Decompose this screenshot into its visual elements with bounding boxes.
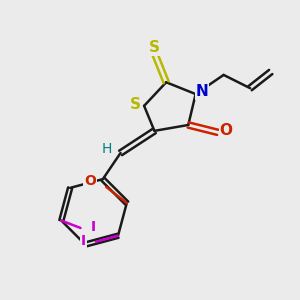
Text: O: O bbox=[220, 123, 232, 138]
Text: I: I bbox=[91, 220, 96, 234]
Text: O: O bbox=[84, 174, 96, 188]
Text: S: S bbox=[149, 40, 160, 55]
Text: I: I bbox=[81, 234, 86, 248]
Text: N: N bbox=[196, 84, 208, 99]
Text: S: S bbox=[130, 97, 141, 112]
Text: H: H bbox=[102, 142, 112, 155]
